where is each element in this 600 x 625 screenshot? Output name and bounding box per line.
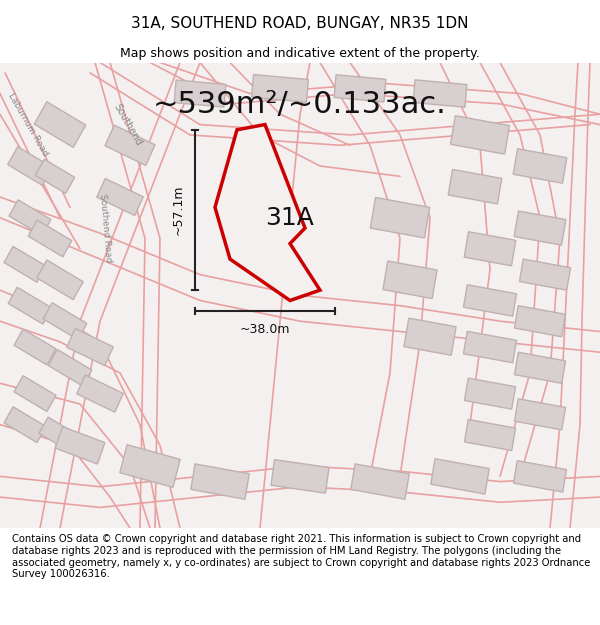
Polygon shape	[191, 464, 249, 499]
Polygon shape	[39, 417, 81, 453]
Polygon shape	[514, 399, 566, 430]
Text: 31A: 31A	[266, 206, 314, 230]
Text: Southend: Southend	[112, 102, 144, 148]
Polygon shape	[464, 419, 515, 451]
Text: Laburnum Road: Laburnum Road	[6, 91, 50, 158]
Polygon shape	[464, 232, 516, 266]
Polygon shape	[271, 459, 329, 493]
Polygon shape	[8, 147, 52, 185]
Polygon shape	[174, 80, 226, 107]
Polygon shape	[464, 378, 515, 409]
Polygon shape	[34, 102, 86, 148]
Polygon shape	[48, 349, 92, 386]
Polygon shape	[105, 125, 155, 166]
Polygon shape	[8, 288, 52, 324]
Polygon shape	[404, 318, 456, 355]
Polygon shape	[370, 198, 430, 238]
Polygon shape	[28, 220, 72, 257]
Polygon shape	[431, 459, 489, 494]
Polygon shape	[77, 375, 123, 412]
Polygon shape	[513, 149, 567, 183]
Polygon shape	[4, 246, 46, 282]
Polygon shape	[448, 169, 502, 204]
Polygon shape	[120, 444, 180, 488]
Polygon shape	[463, 331, 517, 362]
Polygon shape	[97, 179, 143, 216]
Polygon shape	[351, 464, 409, 499]
Polygon shape	[215, 124, 320, 301]
Text: Contains OS data © Crown copyright and database right 2021. This information is : Contains OS data © Crown copyright and d…	[12, 534, 590, 579]
Polygon shape	[37, 260, 83, 299]
Polygon shape	[14, 329, 56, 365]
Polygon shape	[251, 74, 308, 102]
Text: ~57.1m: ~57.1m	[172, 185, 185, 235]
Polygon shape	[413, 80, 467, 107]
Polygon shape	[334, 75, 386, 102]
Polygon shape	[514, 211, 566, 245]
Polygon shape	[451, 116, 509, 154]
Polygon shape	[9, 200, 51, 236]
Polygon shape	[14, 376, 56, 411]
Polygon shape	[383, 261, 437, 299]
Polygon shape	[67, 329, 113, 366]
Polygon shape	[463, 285, 517, 316]
Polygon shape	[35, 159, 74, 194]
Polygon shape	[514, 306, 566, 337]
Text: 31A, SOUTHEND ROAD, BUNGAY, NR35 1DN: 31A, SOUTHEND ROAD, BUNGAY, NR35 1DN	[131, 16, 469, 31]
Polygon shape	[55, 427, 105, 464]
Text: Southend Road: Southend Road	[98, 193, 112, 263]
Polygon shape	[514, 461, 566, 492]
Polygon shape	[43, 302, 87, 339]
Polygon shape	[514, 352, 566, 383]
Polygon shape	[520, 259, 571, 290]
Text: Map shows position and indicative extent of the property.: Map shows position and indicative extent…	[120, 48, 480, 60]
Text: ~38.0m: ~38.0m	[240, 323, 290, 336]
Polygon shape	[4, 407, 46, 442]
Text: ~539m²/~0.133ac.: ~539m²/~0.133ac.	[153, 91, 447, 119]
